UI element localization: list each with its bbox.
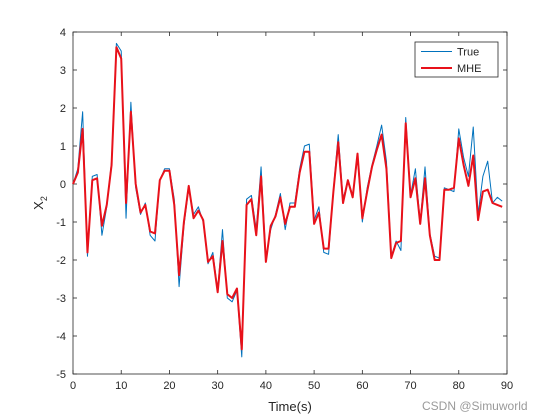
x-tick-label: 80 xyxy=(453,380,465,392)
y-axis-label-subscript: 2 xyxy=(39,196,49,201)
watermark: CSDN @Simuworld xyxy=(422,399,528,413)
x-tick-label: 10 xyxy=(115,380,127,392)
y-tick-label: -4 xyxy=(56,331,66,343)
series-lines xyxy=(72,42,503,358)
y-tick-label: -1 xyxy=(56,217,66,229)
x-tick-label: 0 xyxy=(70,380,76,392)
y-tick-label: 1 xyxy=(60,141,66,153)
x-tick-label: 50 xyxy=(308,380,320,392)
x-tick-label: 20 xyxy=(163,380,175,392)
legend-label-true: True xyxy=(457,47,479,59)
y-tick-label: -5 xyxy=(56,369,66,381)
y-tick-label: 0 xyxy=(60,179,66,191)
y-tick-label: 4 xyxy=(60,27,66,39)
y-tick-label: -3 xyxy=(56,293,66,305)
y-axis-ticks: -5 -4 -3 -2 -1 0 1 2 3 4 xyxy=(56,27,507,381)
series-line-mhe xyxy=(72,46,503,351)
y-axis-label: X2 xyxy=(31,196,49,210)
legend-label-mhe: MHE xyxy=(457,63,481,75)
y-tick-label: 3 xyxy=(60,65,66,77)
x-tick-label: 70 xyxy=(404,380,416,392)
x-tick-label: 60 xyxy=(356,380,368,392)
x-tick-label: 90 xyxy=(501,380,513,392)
legend: True MHE xyxy=(414,41,499,78)
x-axis-label: Time(s) xyxy=(268,399,312,414)
y-tick-label: 2 xyxy=(60,103,66,115)
x-tick-label: 30 xyxy=(212,380,224,392)
y-tick-label: -2 xyxy=(56,255,66,267)
legend-box xyxy=(414,41,499,78)
x-axis-ticks: 0 10 20 30 40 50 60 70 80 90 xyxy=(70,32,513,392)
x-tick-label: 40 xyxy=(260,380,272,392)
y-axis-label-main: X xyxy=(31,201,46,210)
